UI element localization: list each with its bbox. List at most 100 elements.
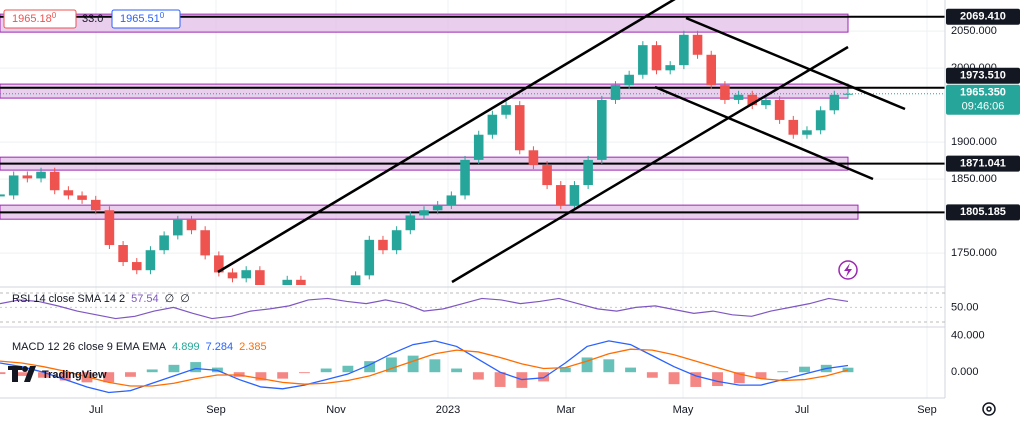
macd-hist <box>407 355 419 373</box>
macd-hist <box>255 372 267 381</box>
macd-legend-macd_last: 7.284 <box>206 341 234 353</box>
candle <box>90 199 101 211</box>
candle <box>296 279 306 285</box>
macd-hist <box>581 357 593 373</box>
candle <box>186 219 197 231</box>
x-tick-label: Jul <box>89 404 103 416</box>
candle <box>145 250 156 271</box>
candle <box>419 210 429 216</box>
axes: JulSepNov2023MarMayJulSep2050.0002000.00… <box>89 8 1020 416</box>
macd-hist <box>603 359 615 373</box>
level-label: 2069.410 <box>960 11 1006 23</box>
macd-hist <box>125 372 136 377</box>
spread: 33.0 <box>82 13 103 25</box>
macd-hist <box>190 362 202 373</box>
candle <box>583 159 593 186</box>
macd-hist <box>385 357 397 373</box>
macd-legend-title: MACD 12 26 close 9 EMA EMA <box>12 341 167 353</box>
candle <box>241 270 251 279</box>
macd-hist <box>320 368 332 373</box>
candle <box>733 94 744 100</box>
level-label: 1973.510 <box>960 70 1006 82</box>
y-tick-label: 1900.000 <box>951 136 997 148</box>
bid: 1965.180 <box>12 11 57 25</box>
macd-hist <box>146 369 158 373</box>
candle <box>200 230 210 256</box>
y-tick-label: 50.00 <box>951 301 979 313</box>
candle <box>446 195 457 206</box>
macd-hist <box>842 367 854 373</box>
macd-pane: MACD 12 26 close 9 EMA EMA 4.899 7.284 2.38… <box>0 340 854 394</box>
rsi-pane: RSI 14 close SMA 14 2 57.54 ∅ ∅ <box>0 293 945 320</box>
signal-line <box>0 348 849 387</box>
y-tick-label: 1850.000 <box>951 173 997 185</box>
macd-hist <box>168 364 180 373</box>
x-tick-label: May <box>673 404 694 416</box>
level-label: 1871.041 <box>960 157 1006 169</box>
macd-hist <box>494 372 506 387</box>
price-pane <box>0 30 945 310</box>
y-tick-label: 2050.000 <box>951 25 997 37</box>
candle <box>665 65 675 71</box>
candle <box>378 239 388 251</box>
candle <box>460 159 470 196</box>
candle <box>282 279 293 285</box>
macd-hist <box>559 367 571 373</box>
ask-box[interactable] <box>111 9 181 29</box>
current-price: 1965.350 <box>960 87 1006 99</box>
macd-hist <box>625 367 636 373</box>
alert-icon[interactable] <box>838 260 858 280</box>
candle <box>49 171 60 191</box>
candle <box>692 34 703 55</box>
x-tick-label: Sep <box>917 404 937 416</box>
rsi-line <box>0 297 849 320</box>
macd-hist <box>799 366 810 373</box>
candle <box>843 93 853 95</box>
zone <box>0 13 849 33</box>
zones <box>0 13 945 220</box>
candle <box>815 110 826 131</box>
candle <box>214 255 224 273</box>
candle <box>310 300 320 310</box>
candle <box>501 105 511 115</box>
level-label-box <box>946 155 1020 172</box>
rsi-legend-title: RSI 14 close SMA 14 2 <box>12 293 125 305</box>
candle <box>638 45 648 75</box>
candle <box>255 270 265 285</box>
macd-legend-signal_last: 2.385 <box>239 341 267 353</box>
x-tick-label: Mar <box>557 404 576 416</box>
logo-text: TradingView <box>42 369 107 381</box>
candle <box>774 99 785 120</box>
candle <box>528 150 539 166</box>
macd-hist <box>755 372 767 379</box>
alert-bolt <box>844 263 852 277</box>
macd-hist <box>342 365 354 373</box>
x-tick-label: 2023 <box>436 404 460 416</box>
ask: 1965.510 <box>120 11 165 25</box>
candle <box>350 275 361 285</box>
candle <box>829 94 840 111</box>
candle <box>173 219 183 236</box>
macd-hist <box>472 372 484 380</box>
grid <box>0 0 945 398</box>
settings-icon[interactable] <box>982 402 996 416</box>
macd-hist <box>38 372 49 378</box>
macd-hist <box>538 372 550 382</box>
y-tick-label: 1750.000 <box>951 247 997 259</box>
candle <box>391 230 402 251</box>
candle <box>788 119 799 135</box>
candle <box>569 185 580 206</box>
logo: TradingView <box>8 366 107 382</box>
candle <box>555 185 566 206</box>
candle <box>227 272 238 279</box>
bid-box[interactable] <box>3 9 77 29</box>
candle <box>36 171 46 179</box>
macd-hist <box>451 368 463 373</box>
macd-hist <box>59 372 71 381</box>
macd-hist <box>668 372 680 385</box>
macd-hist <box>0 372 6 375</box>
level-label-box <box>946 67 1020 84</box>
y-tick-label: 40.000 <box>951 329 985 341</box>
candle <box>432 205 443 211</box>
candle <box>487 114 498 135</box>
